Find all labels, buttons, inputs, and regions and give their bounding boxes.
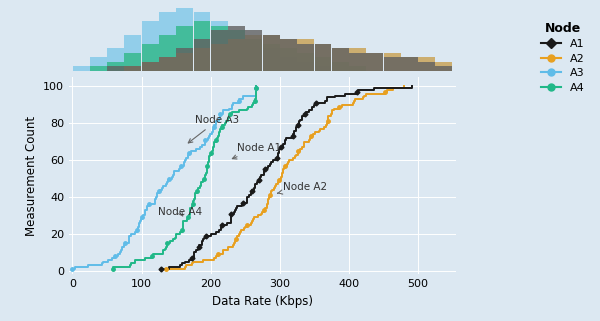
Bar <box>194 48 211 71</box>
Bar <box>142 62 158 71</box>
Bar <box>142 62 158 71</box>
Bar <box>297 44 314 71</box>
Bar <box>90 57 107 71</box>
Bar <box>418 57 435 71</box>
Bar <box>124 35 142 71</box>
Bar <box>314 57 331 71</box>
Bar <box>228 30 245 71</box>
Bar <box>159 13 176 71</box>
Text: Node A3: Node A3 <box>188 115 239 143</box>
Bar <box>159 35 176 71</box>
Bar <box>194 39 211 71</box>
Bar <box>211 44 228 71</box>
Bar <box>228 26 245 71</box>
Bar <box>263 35 280 71</box>
Bar <box>349 48 366 71</box>
X-axis label: Data Rate (Kbps): Data Rate (Kbps) <box>212 295 313 308</box>
Bar <box>314 44 331 71</box>
Bar <box>228 39 245 71</box>
Bar <box>436 66 452 71</box>
Bar <box>383 53 401 71</box>
Bar <box>280 48 297 71</box>
Bar <box>280 39 297 71</box>
Bar <box>176 48 193 71</box>
Bar <box>418 62 435 71</box>
Bar <box>245 30 262 71</box>
Bar <box>367 53 383 71</box>
Text: Node A2: Node A2 <box>278 182 328 194</box>
Bar <box>159 57 176 71</box>
Bar <box>176 53 193 71</box>
Bar <box>194 22 211 71</box>
Bar <box>194 13 211 71</box>
Bar <box>124 53 142 71</box>
Bar <box>332 48 349 71</box>
Bar <box>211 26 228 71</box>
Legend: A1, A2, A3, A4: A1, A2, A3, A4 <box>535 15 592 99</box>
Bar <box>228 30 245 71</box>
Bar <box>332 62 349 71</box>
Bar <box>314 66 331 71</box>
Bar <box>263 35 280 71</box>
Bar <box>297 62 314 71</box>
Bar <box>314 44 331 71</box>
Bar <box>332 48 349 71</box>
Bar <box>176 8 193 71</box>
Bar <box>436 62 452 71</box>
Bar <box>142 22 158 71</box>
Bar <box>107 48 124 71</box>
Bar <box>263 48 280 71</box>
Bar <box>401 57 418 71</box>
Bar <box>297 53 314 71</box>
Bar <box>349 66 366 71</box>
Bar <box>297 39 314 71</box>
Bar <box>245 39 262 71</box>
Bar <box>367 53 383 71</box>
Bar <box>280 57 297 71</box>
Bar <box>107 62 124 71</box>
Y-axis label: Measurement Count: Measurement Count <box>25 116 38 236</box>
Bar <box>124 66 142 71</box>
Bar <box>245 39 262 71</box>
Bar <box>142 44 158 71</box>
Bar <box>245 35 262 71</box>
Bar <box>124 66 142 71</box>
Bar <box>176 26 193 71</box>
Text: Node A1: Node A1 <box>232 143 281 159</box>
Bar <box>73 66 89 71</box>
Bar <box>401 57 418 71</box>
Bar <box>90 66 107 71</box>
Bar <box>280 39 297 71</box>
Bar <box>349 53 366 71</box>
Bar <box>211 30 228 71</box>
Text: Node A4: Node A4 <box>158 207 202 217</box>
Bar <box>263 44 280 71</box>
Bar <box>211 22 228 71</box>
Bar <box>159 57 176 71</box>
Bar <box>107 66 124 71</box>
Bar <box>383 57 401 71</box>
